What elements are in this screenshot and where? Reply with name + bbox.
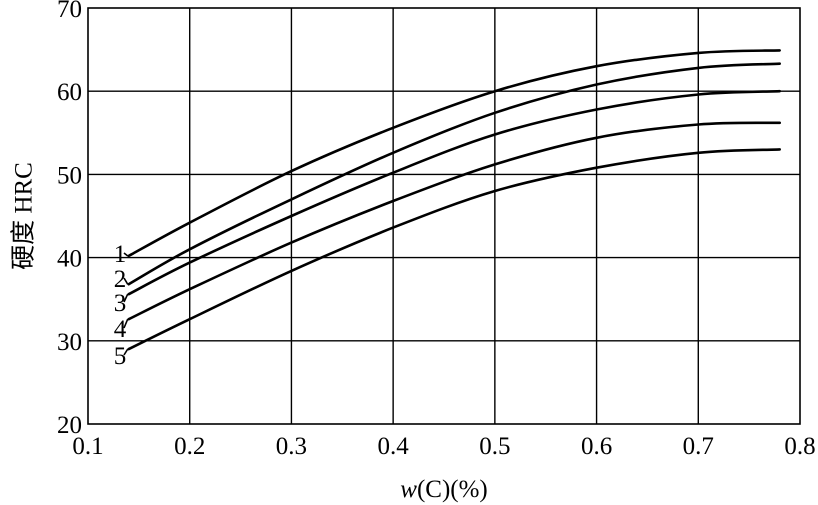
- y-axis-title: 硬度 HRC: [10, 162, 38, 270]
- y-tick-label: 70: [57, 0, 82, 23]
- x-tick-label: 0.4: [378, 433, 410, 460]
- curve-5-label: 5: [114, 343, 127, 370]
- curve-1: [127, 49, 781, 258]
- curve-2: [127, 62, 781, 286]
- x-tick-label: 0.5: [479, 433, 510, 460]
- curve-5-leader: [123, 348, 129, 356]
- curve-3-leader: [123, 293, 129, 303]
- x-tick-label: 0.1: [72, 433, 103, 460]
- x-axis-title-symbol: w: [400, 476, 417, 503]
- curve-4: [127, 121, 781, 321]
- grid-lines: [88, 8, 800, 424]
- curve-5: [127, 148, 781, 351]
- curve-3-label: 3: [114, 290, 127, 317]
- x-axis-title: w(C)(%): [400, 476, 488, 503]
- curves: [127, 49, 781, 351]
- x-tick-label: 0.7: [683, 433, 714, 460]
- y-tick-label: 50: [57, 162, 82, 189]
- curve-4-label: 4: [114, 316, 127, 343]
- plot-frame: [87, 7, 801, 425]
- curve-2-label: 2: [114, 266, 127, 293]
- curve-2-leader: [123, 277, 129, 285]
- x-tick-label: 0.6: [581, 433, 612, 460]
- y-tick-label: 30: [57, 329, 82, 356]
- curve-1-leader: [123, 252, 129, 257]
- curve-4-leader: [123, 318, 129, 329]
- x-tick-labels: 0.1 0.2 0.3 0.4 0.5 0.6 0.7 0.8: [72, 433, 815, 460]
- curve-3: [127, 89, 781, 296]
- x-tick-label: 0.2: [174, 433, 205, 460]
- curve-1-label: 1: [114, 241, 127, 268]
- y-tick-label: 20: [57, 412, 82, 439]
- x-axis-title-unit: (C)(%): [417, 476, 488, 503]
- y-tick-label: 60: [57, 79, 82, 106]
- y-tick-label: 40: [57, 246, 82, 273]
- x-tick-label: 0.3: [276, 433, 307, 460]
- y-tick-labels: 20 30 40 50 60 70: [57, 0, 82, 439]
- x-tick-label: 0.8: [784, 433, 815, 460]
